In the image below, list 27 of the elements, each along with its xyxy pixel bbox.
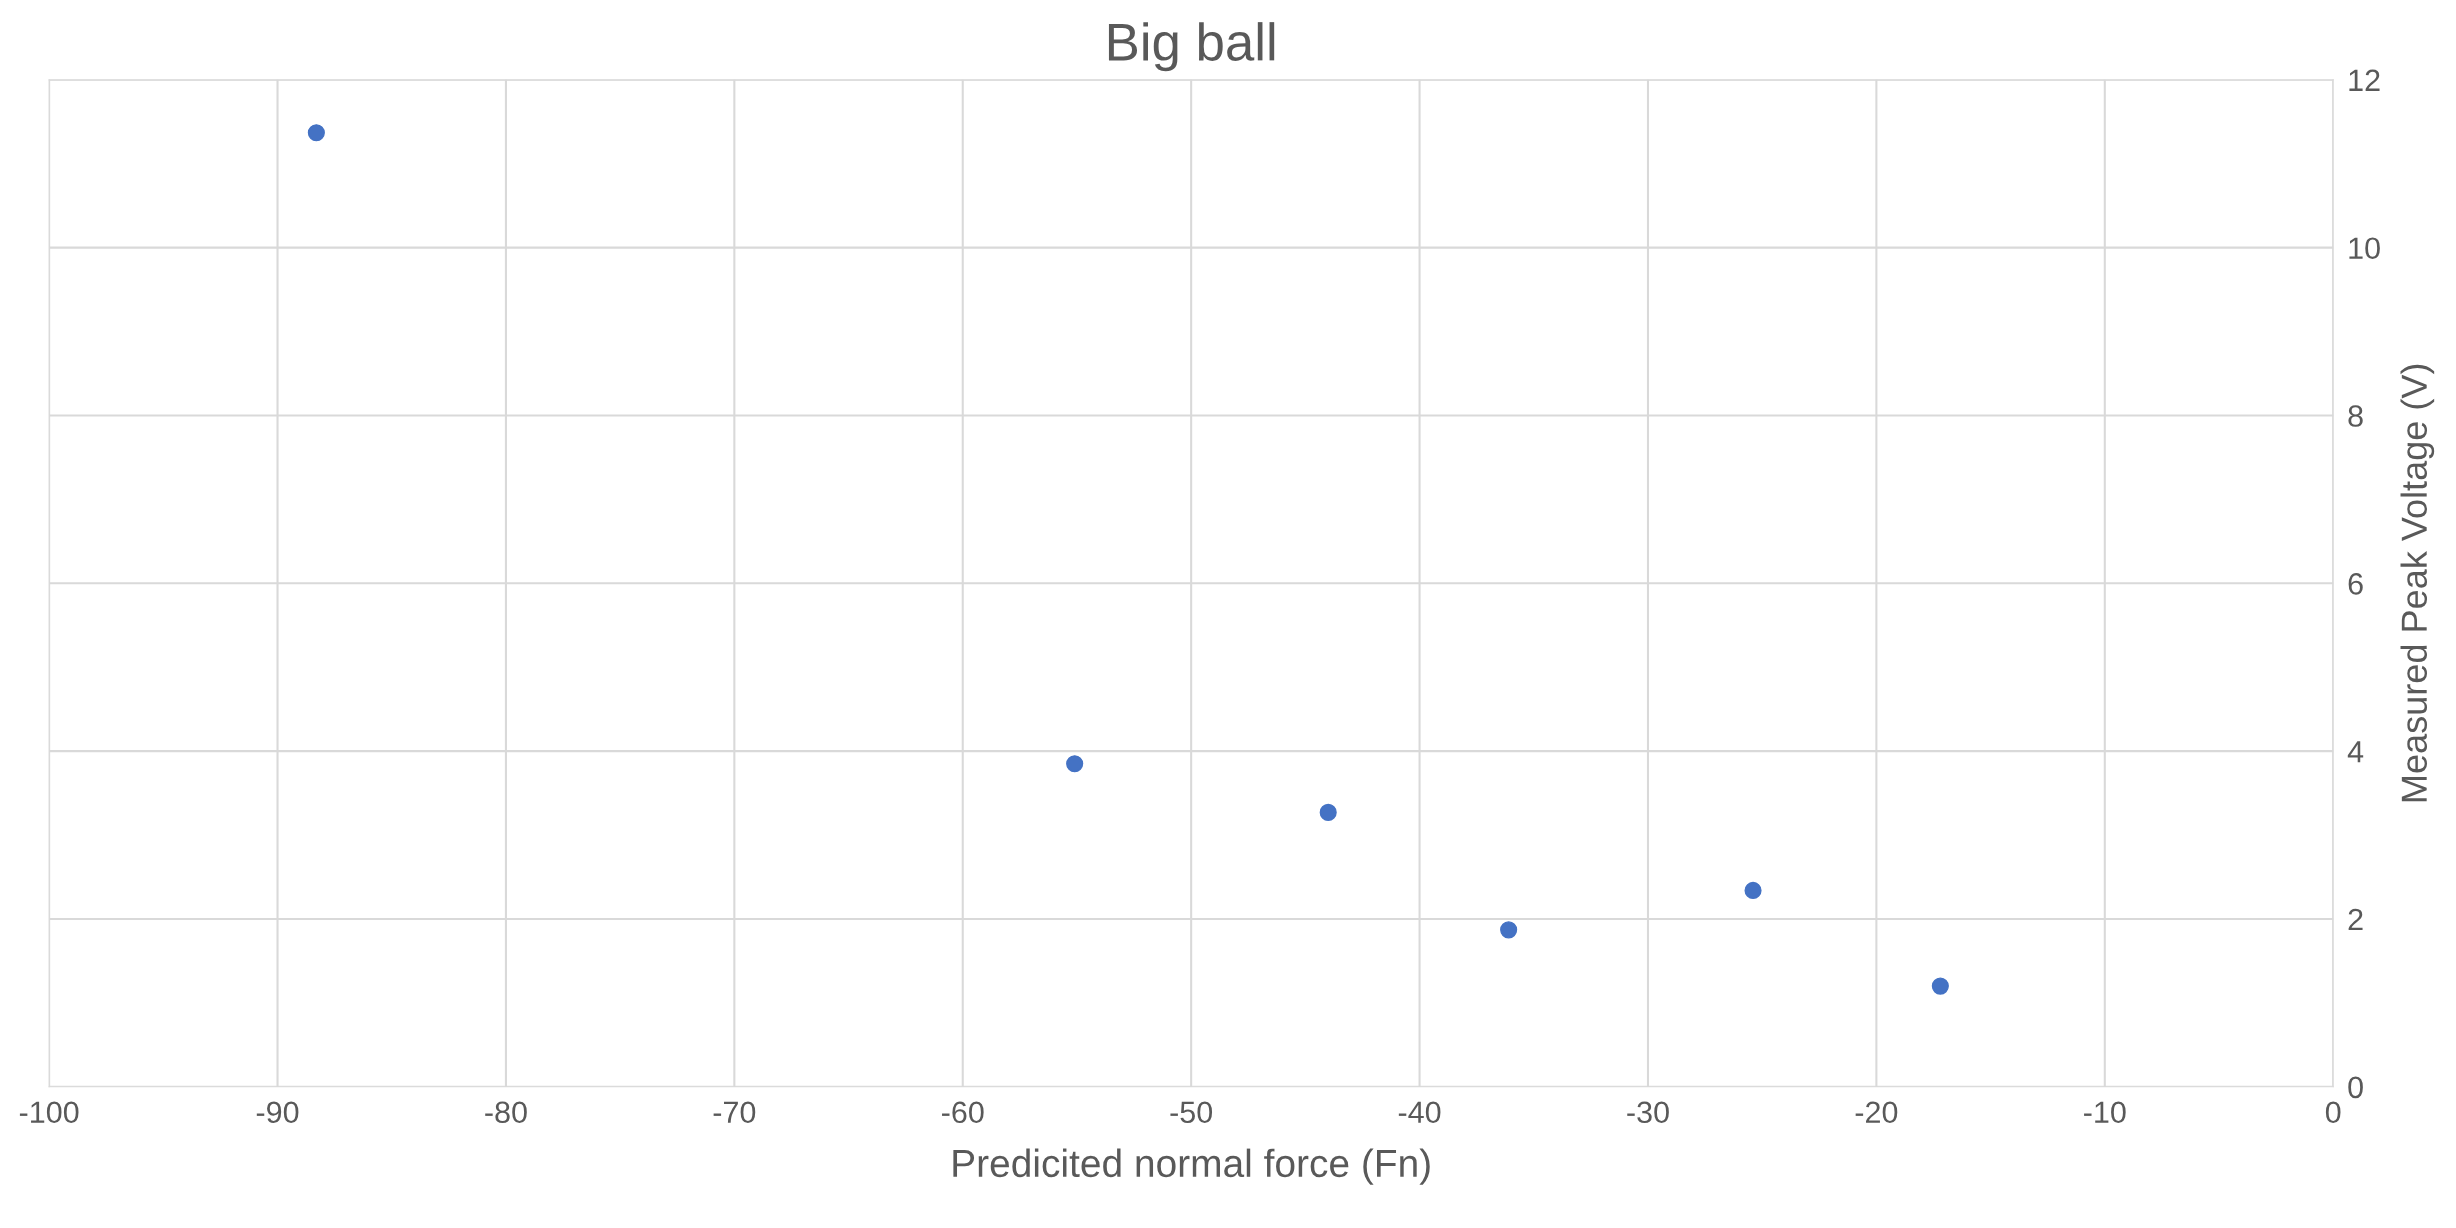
- x-tick-label: -90: [256, 1101, 299, 1124]
- point: [1931, 977, 1949, 995]
- chart-title: Big ball: [1108, 22, 1275, 72]
- x-tick-label: -100: [19, 1101, 79, 1124]
- point: [1744, 881, 1762, 899]
- y-tick-label: 8: [2348, 405, 2363, 427]
- x-tick-label: -50: [1170, 1101, 1213, 1124]
- y-tick-label: 6: [2348, 573, 2363, 595]
- x-tick-label: -10: [2084, 1101, 2126, 1124]
- point: [1319, 803, 1337, 821]
- y-tick-label: 12: [2349, 69, 2380, 91]
- point: [307, 124, 325, 142]
- x-tick-label: -40: [1398, 1101, 1441, 1124]
- y-tick-label: 10: [2349, 237, 2380, 260]
- x-tick-label: -20: [1855, 1101, 1898, 1124]
- y-axis-title: Measured Peak Voltage (V): [2400, 364, 2435, 802]
- point: [1066, 755, 1084, 773]
- point: [1500, 921, 1518, 939]
- x-axis-title: Predicited normal force (Fn): [953, 1148, 1430, 1185]
- y-tick-label: 2: [2348, 908, 2363, 931]
- y-tick-label: 0: [2348, 1076, 2363, 1099]
- x-tick-label: -60: [942, 1101, 984, 1124]
- y-tick-label: 4: [2347, 741, 2364, 763]
- x-tick-label: -70: [713, 1101, 756, 1124]
- x-tick-label: -30: [1627, 1101, 1669, 1124]
- x-tick-label: -80: [485, 1101, 527, 1124]
- x-tick-label: 0: [2325, 1101, 2341, 1124]
